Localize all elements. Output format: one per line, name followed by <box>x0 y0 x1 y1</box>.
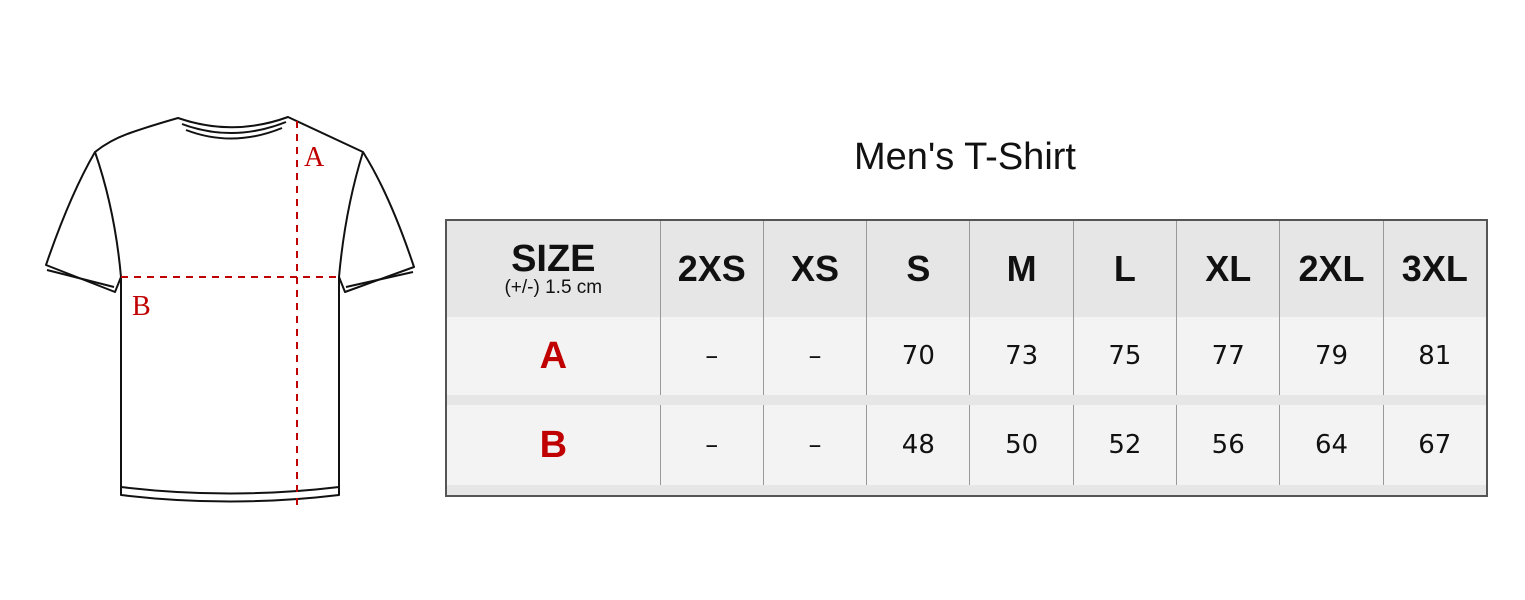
size-column-header: 3XL <box>1382 221 1486 317</box>
table-row: A – – 70 73 75 77 79 81 <box>447 317 1486 395</box>
left-cuff <box>46 269 115 288</box>
size-column-header: 2XL <box>1279 221 1382 317</box>
table-cell: 75 <box>1072 317 1176 395</box>
hem <box>120 486 340 495</box>
size-table: SIZE (+/-) 1.5 cm 2XS XS S M L XL 2XL 3X… <box>445 219 1488 497</box>
size-column-header: M <box>969 221 1072 317</box>
table-cell: – <box>659 405 763 485</box>
table-cell: 77 <box>1176 317 1279 395</box>
table-cell: 81 <box>1382 317 1486 395</box>
size-column-header: L <box>1072 221 1176 317</box>
table-cell: – <box>659 317 763 395</box>
table-cell: 70 <box>866 317 969 395</box>
table-cell: 67 <box>1382 405 1486 485</box>
table-cell: 56 <box>1176 405 1279 485</box>
tshirt-diagram: A B <box>45 116 415 510</box>
size-column-header: S <box>866 221 969 317</box>
table-cell: – <box>762 405 866 485</box>
table-cell: 79 <box>1279 317 1382 395</box>
measure-b-label: B <box>132 291 151 322</box>
table-row: B – – 48 50 52 56 64 67 <box>447 405 1486 485</box>
size-column-header: XL <box>1176 221 1279 317</box>
row-label-a: A <box>539 334 568 377</box>
size-column-header: XS <box>762 221 866 317</box>
header-row: SIZE (+/-) 1.5 cm 2XS XS S M L XL 2XL 3X… <box>447 221 1486 317</box>
right-sleeve-seam <box>338 151 364 278</box>
tolerance-label: (+/-) 1.5 cm <box>504 277 603 298</box>
size-header: SIZE (+/-) 1.5 cm <box>447 221 660 317</box>
left-sleeve-seam <box>94 151 122 278</box>
size-label: SIZE <box>511 238 596 280</box>
measure-a-label: A <box>304 142 325 173</box>
table-cell: 48 <box>866 405 969 485</box>
row-label-b: B <box>539 423 568 466</box>
table-cell: 73 <box>969 317 1072 395</box>
table-cell: – <box>762 317 866 395</box>
right-cuff <box>345 271 414 288</box>
chart-title: Men's T-Shirt <box>854 136 1076 178</box>
table-cell: 50 <box>969 405 1072 485</box>
size-column-header: 2XS <box>659 221 763 317</box>
table-cell: 52 <box>1072 405 1176 485</box>
table-cell: 64 <box>1279 405 1382 485</box>
collar <box>181 121 287 135</box>
